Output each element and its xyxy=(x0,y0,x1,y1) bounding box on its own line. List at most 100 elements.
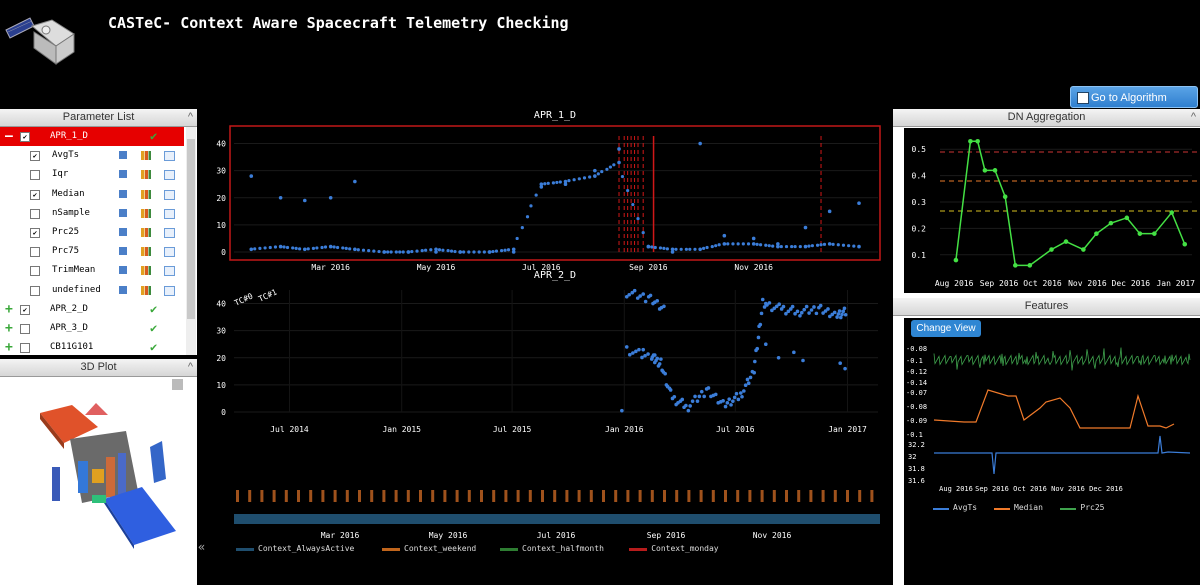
line-chart-icon[interactable] xyxy=(164,285,175,296)
info-icon[interactable] xyxy=(119,285,127,294)
context-weekend-mark xyxy=(650,490,654,502)
chart2-point xyxy=(646,352,650,356)
parameter-row-iqr[interactable]: Iqr xyxy=(0,165,184,184)
features-x-tick: Aug 2016 xyxy=(939,485,973,493)
parameter-row-prc25[interactable]: ✔ Prc25 xyxy=(0,223,184,242)
features-chart[interactable]: -0.08 -0.1 -0.12 -0.14 -0.07 -0.08 -0.09 -0.1 32… xyxy=(904,340,1200,570)
chart1-point xyxy=(424,248,428,252)
legend-label[interactable]: Context_halfmonth xyxy=(522,544,604,553)
collapse-icon[interactable]: ^ xyxy=(187,111,193,123)
context-weekend-mark xyxy=(297,490,300,502)
parameter-checkbox[interactable] xyxy=(30,247,40,258)
chart2-point xyxy=(635,296,640,300)
line-chart-icon[interactable] xyxy=(164,170,175,181)
parameter-checkbox[interactable]: ✔ xyxy=(30,228,40,238)
parameter-row-apr_1_d[interactable]: — ✔ APR_1_D ✔ xyxy=(0,127,184,146)
info-icon[interactable] xyxy=(119,189,127,198)
parameter-row-apr_3_d[interactable]: + APR_3_D ✔ xyxy=(0,319,184,338)
bar-chart-icon[interactable] xyxy=(141,266,151,276)
parameter-row-median[interactable]: ✔ Median xyxy=(0,185,184,204)
chart1-point xyxy=(650,245,654,249)
line-chart-icon[interactable] xyxy=(164,151,175,162)
info-icon[interactable] xyxy=(119,247,127,256)
expand-icon[interactable]: + xyxy=(5,301,13,317)
chart1-point xyxy=(487,250,492,254)
spacecraft-3d-model[interactable] xyxy=(30,399,190,579)
context-timeline-chart[interactable]: Mar 2016 May 2016 Jul 2016 Sep 2016 Nov 2016 xyxy=(212,478,884,558)
expand-icon[interactable]: + xyxy=(5,340,13,356)
algorithm-launcher-button[interactable]: Go to Algorithm Launcher xyxy=(1070,86,1198,126)
info-icon[interactable] xyxy=(119,208,127,217)
info-icon[interactable] xyxy=(119,170,127,179)
fullscreen-icon[interactable] xyxy=(172,379,183,390)
parameter-row-trimmean[interactable]: TrimMean xyxy=(0,261,184,280)
parameter-checkbox[interactable]: ✔ xyxy=(30,151,40,162)
chart1-point xyxy=(551,181,556,185)
chart1-point xyxy=(807,244,811,248)
parameter-row-prc75[interactable]: Prc75 xyxy=(0,242,184,261)
parameter-list-scrollbar[interactable] xyxy=(186,127,196,355)
chart1-point xyxy=(784,244,789,249)
legend-label[interactable]: Context_monday xyxy=(651,544,719,553)
parameter-checkbox[interactable] xyxy=(30,285,40,296)
parameter-checkbox[interactable]: ✔ xyxy=(30,189,40,200)
chart2-point xyxy=(627,352,632,357)
collapse-icon[interactable]: ^ xyxy=(1190,111,1196,123)
parameter-row-undefined[interactable]: undefined xyxy=(0,281,184,300)
parameter-checkbox[interactable]: ✔ xyxy=(20,132,30,142)
legend-label[interactable]: Median xyxy=(1014,503,1043,512)
dn-aggregation-chart[interactable]: 0.5 0.4 0.3 0.2 0.1 Aug 2016 Sep 2016 Oct 2016… xyxy=(904,128,1200,293)
parameter-checkbox[interactable] xyxy=(30,266,40,277)
chart2-x-tick: Jan 2015 xyxy=(382,425,421,434)
dn-point xyxy=(1063,239,1069,244)
collapse-tree-icon[interactable]: — xyxy=(5,129,13,144)
line-chart-icon[interactable] xyxy=(164,266,175,277)
bar-chart-icon[interactable] xyxy=(141,151,151,161)
line-chart-icon[interactable] xyxy=(164,247,175,258)
chart2-plot[interactable]: 40 30 20 10 0 Jul 2014 Jan 2015 Jul 2015 Jan 20… xyxy=(212,284,884,440)
expand-icon[interactable]: + xyxy=(5,321,13,336)
info-icon[interactable] xyxy=(119,228,127,236)
change-view-button[interactable]: Change View xyxy=(911,320,981,337)
bar-chart-icon[interactable] xyxy=(141,189,151,199)
context-weekend-mark xyxy=(553,490,557,502)
parameter-checkbox[interactable] xyxy=(20,324,30,334)
chart1-point xyxy=(596,172,600,176)
legend-label[interactable]: Context_weekend xyxy=(404,544,477,553)
parameter-row-avgts[interactable]: ✔ AvgTs xyxy=(0,146,184,165)
parameter-checkbox[interactable] xyxy=(20,343,30,354)
chart2-point xyxy=(836,312,841,316)
line-chart-icon[interactable] xyxy=(164,228,175,238)
features-y-tick: -0.1 xyxy=(906,431,923,439)
legend-label[interactable]: Context_AlwaysActive xyxy=(258,544,355,553)
bar-chart-icon[interactable] xyxy=(141,285,151,295)
chart1-point xyxy=(793,244,797,249)
info-icon[interactable] xyxy=(119,266,127,275)
parameter-checkbox[interactable]: ✔ xyxy=(20,304,30,315)
parameter-row-cb11g101[interactable]: + CB11G101 ✔ xyxy=(0,338,184,357)
dn-point xyxy=(992,168,998,173)
chart1-point xyxy=(534,193,538,197)
chart1-plot[interactable]: 40 30 20 10 0 Mar 2016 May 2016 Jul 2016 Sep 20… xyxy=(212,122,884,272)
bar-chart-icon[interactable] xyxy=(141,170,151,180)
parameter-checkbox[interactable] xyxy=(30,208,40,219)
parameter-checkbox[interactable] xyxy=(30,170,40,181)
legend-label[interactable]: AvgTs xyxy=(953,503,978,512)
legend-label[interactable]: Prc25 xyxy=(1080,503,1105,512)
parameter-row-nsample[interactable]: nSample xyxy=(0,204,184,223)
bar-chart-icon[interactable] xyxy=(141,208,151,218)
bar-chart-icon[interactable] xyxy=(141,247,151,257)
collapse-icon[interactable]: ^ xyxy=(187,361,193,373)
features-x-tick: Dec 2016 xyxy=(1089,485,1123,493)
line-chart-icon[interactable] xyxy=(164,189,175,200)
parameter-row-apr_2_d[interactable]: + ✔ APR_2_D ✔ xyxy=(0,300,184,319)
chart1-point xyxy=(511,250,516,254)
info-icon[interactable] xyxy=(119,151,127,160)
line-chart-icon[interactable] xyxy=(164,208,175,219)
expand-left-icon[interactable]: « xyxy=(198,540,206,554)
features-y-tick: -0.09 xyxy=(906,417,927,425)
scrollbar-thumb[interactable] xyxy=(187,139,195,319)
bar-chart-icon[interactable] xyxy=(141,228,151,237)
chart2-point xyxy=(801,358,805,363)
dn-aggregation-panel: DN Aggregation ^ 0.5 0.4 0.3 0.2 0.1 Aug 201… xyxy=(893,109,1200,298)
